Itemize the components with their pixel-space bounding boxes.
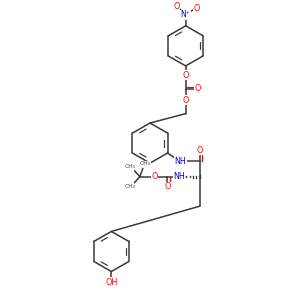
Text: O: O bbox=[197, 146, 203, 154]
Text: CH₃: CH₃ bbox=[124, 164, 136, 169]
Text: O: O bbox=[182, 96, 189, 105]
Text: O: O bbox=[182, 71, 189, 80]
Text: OH: OH bbox=[105, 278, 118, 287]
Text: O: O bbox=[193, 4, 200, 13]
Text: O: O bbox=[164, 182, 170, 191]
Text: CH₃: CH₃ bbox=[140, 161, 150, 166]
Text: O: O bbox=[195, 84, 201, 93]
Text: NH: NH bbox=[175, 157, 187, 166]
Text: O: O bbox=[174, 2, 180, 11]
Text: O: O bbox=[152, 172, 158, 181]
Text: NH: NH bbox=[173, 172, 185, 181]
Text: N⁺: N⁺ bbox=[181, 10, 190, 19]
Text: CH₃: CH₃ bbox=[124, 184, 136, 189]
